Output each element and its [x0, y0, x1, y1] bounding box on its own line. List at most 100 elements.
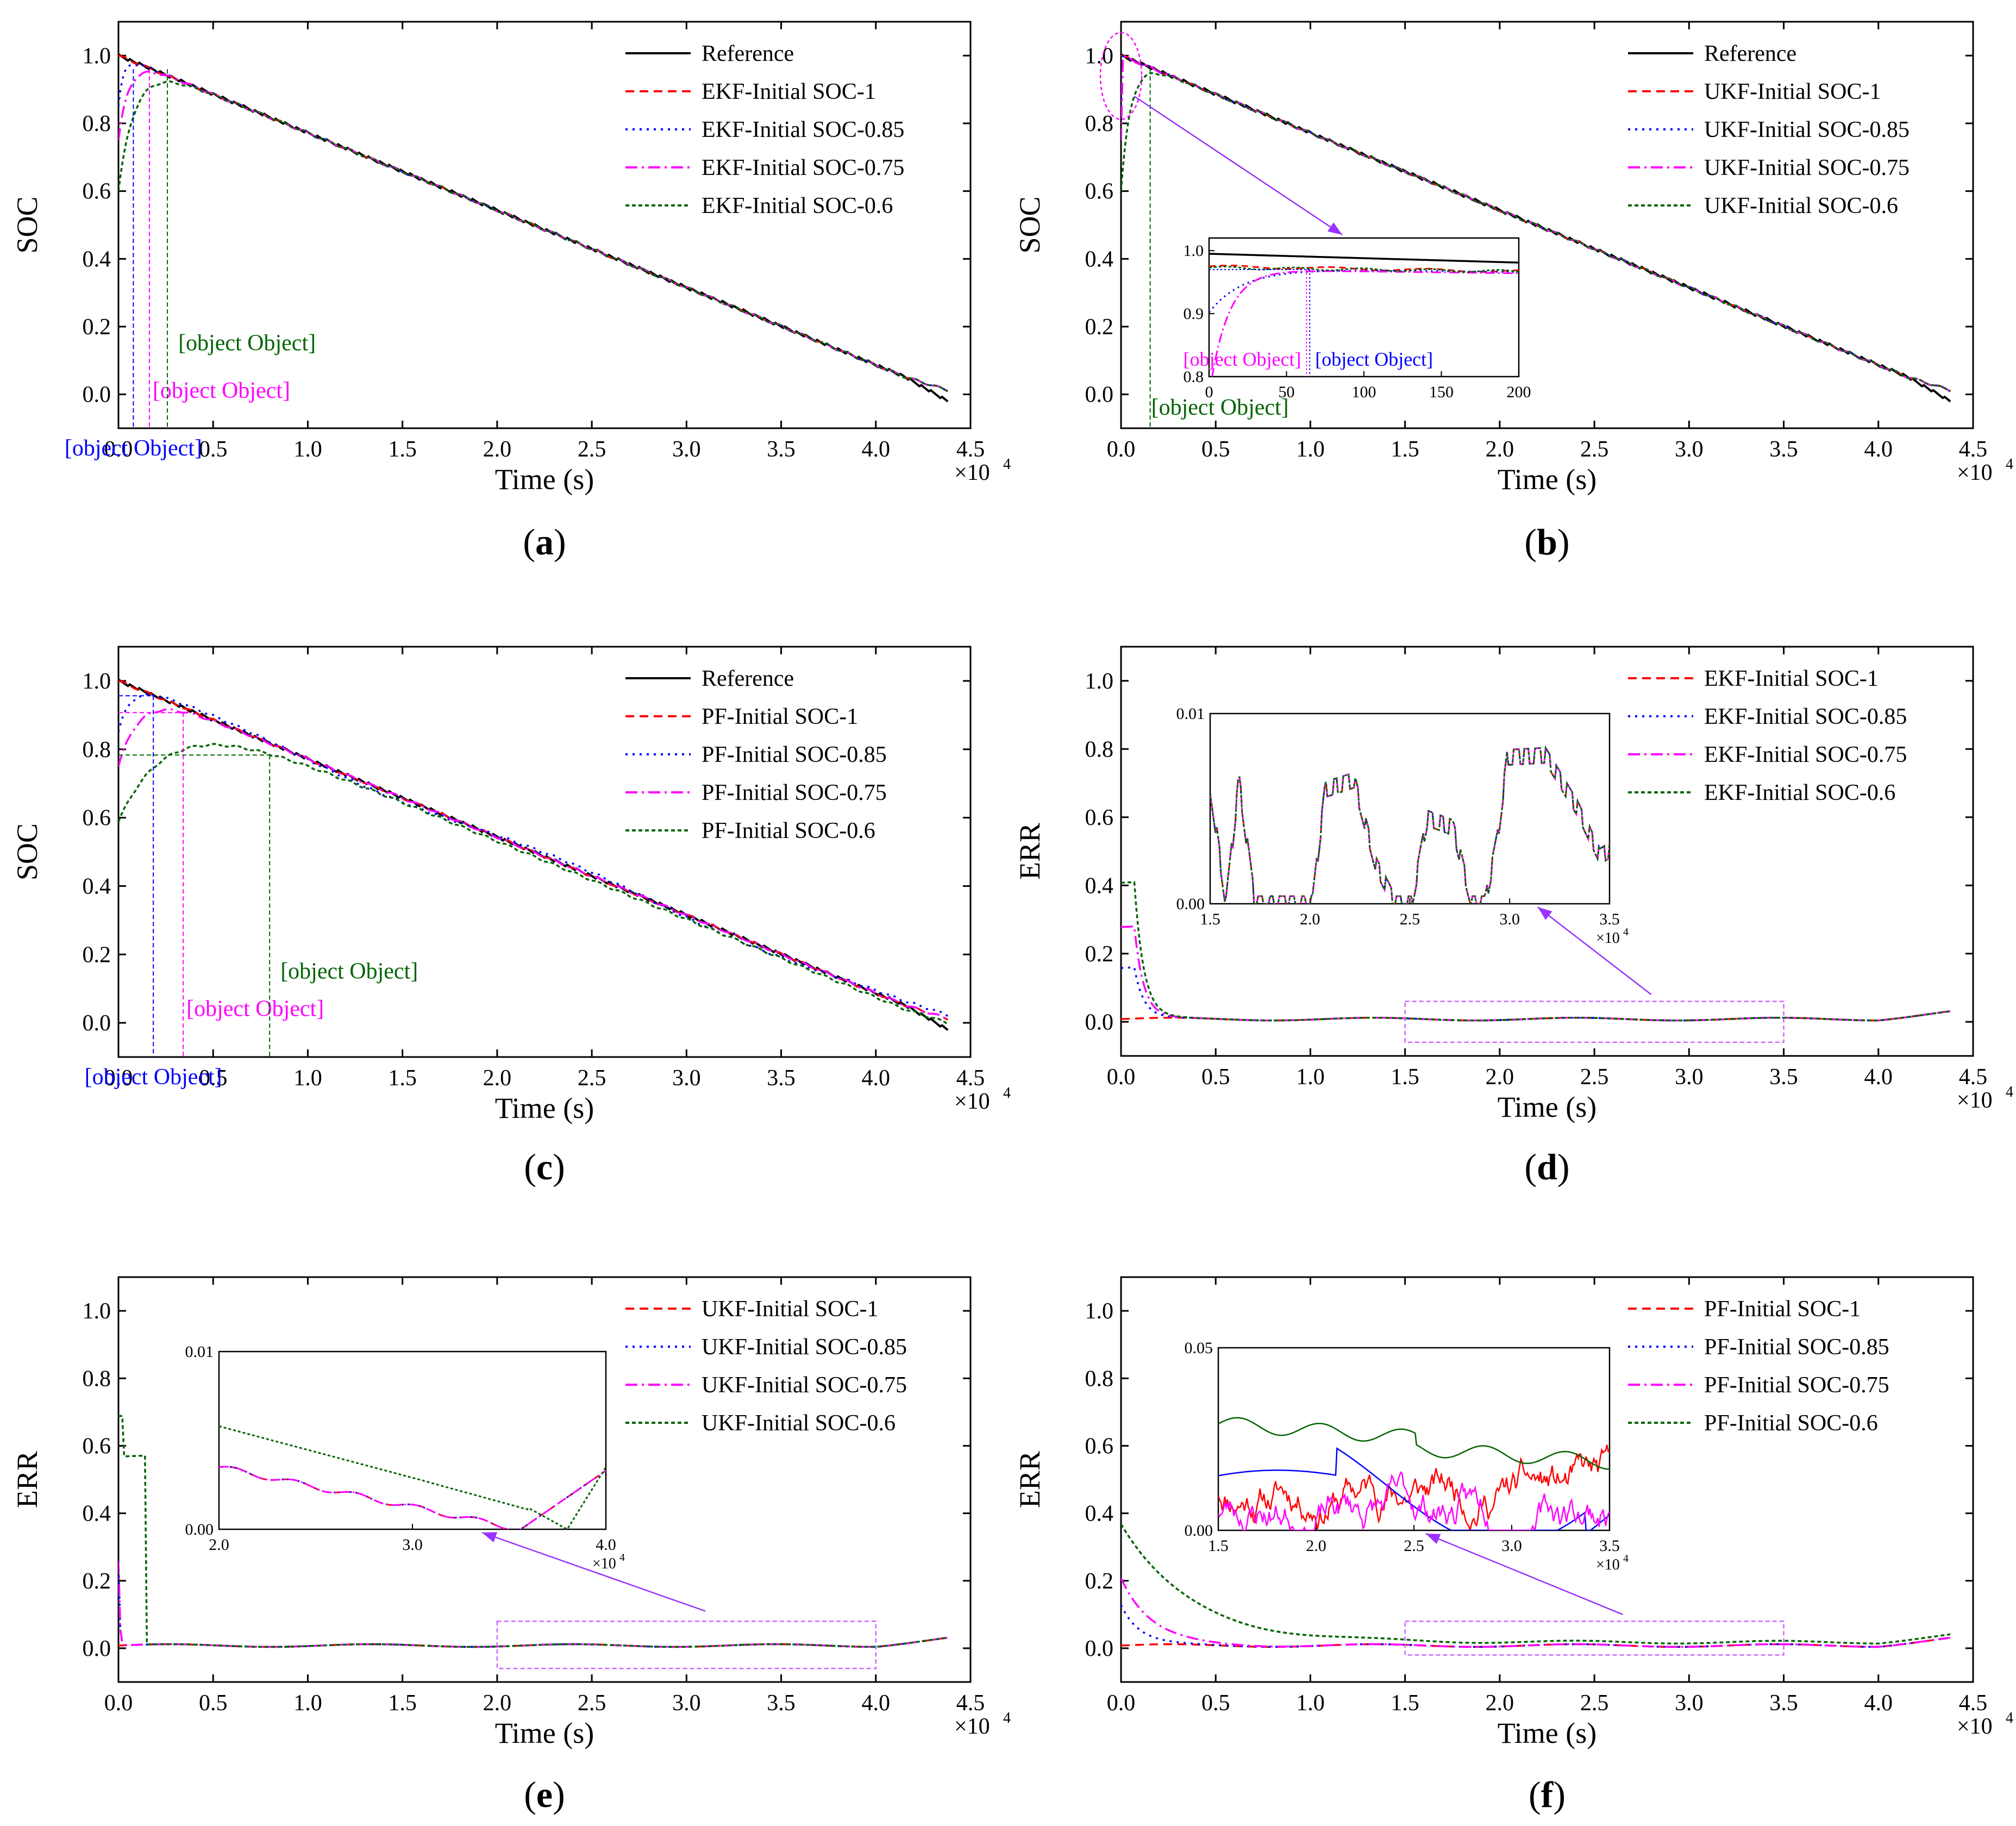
x-axis-multiplier-exponent: 4	[2006, 1710, 2013, 1727]
y-tick-label: 0.2	[83, 942, 111, 967]
series-initial-soc-06-line	[118, 743, 948, 1025]
legend-entry: UKF-Initial SOC-0.6	[702, 1411, 896, 1436]
inset-x-tick-label: 0	[1205, 383, 1213, 401]
zoom-arrow-line	[1537, 906, 1652, 996]
zoom-arrow-head	[1327, 222, 1343, 235]
inset-x-tick-label: 1.5	[1200, 910, 1220, 928]
panel-label-open: (	[523, 521, 535, 562]
x-axis-multiplier-exponent: 4	[2006, 456, 2013, 473]
convergence-label: [object Object]	[178, 331, 316, 356]
zoom-arrow-head	[1537, 907, 1552, 920]
series-initial-soc-085-line	[1121, 1604, 1951, 1648]
y-tick-label: 0.0	[83, 1636, 111, 1661]
y-tick-label: 0.0	[1085, 1010, 1114, 1035]
series-initial-soc-085-line	[118, 693, 949, 1017]
zoom-ellipse	[1099, 32, 1143, 120]
inset-y-tick-label: 0.00	[185, 1521, 214, 1539]
panel-label-letter: e	[536, 1774, 553, 1815]
x-tick-label: 4.5	[956, 437, 985, 462]
x-axis-label: Time (s)	[495, 1092, 594, 1124]
y-tick-label: 0.4	[83, 1502, 111, 1527]
y-axis-label: ERR	[1013, 1451, 1046, 1508]
legend-entry: UKF-Initial SOC-0.85	[702, 1335, 907, 1360]
legend-entry: EKF-Initial SOC-0.6	[1704, 780, 1895, 805]
x-tick-label: 4.0	[1864, 437, 1893, 462]
inset-x-tick-label: 3.5	[1599, 1537, 1620, 1555]
y-axis-label: SOC	[11, 196, 43, 253]
axes-frame	[1120, 21, 1974, 429]
x-axis-label: Time (s)	[495, 1717, 594, 1749]
inset-x-tick-label: 2.5	[1404, 1537, 1424, 1555]
y-tick-label: 1.0	[83, 43, 111, 68]
x-tick-label: 0.5	[199, 437, 228, 462]
x-tick-label: 1.0	[293, 1691, 322, 1716]
x-tick-label: 0.0	[1107, 1691, 1136, 1716]
inset-x-tick-label: 200	[1507, 383, 1531, 401]
x-tick-label: 3.5	[1769, 1691, 1798, 1716]
x-tick-label: 4.5	[1959, 1691, 1988, 1716]
x-tick-label: 4.0	[1864, 1065, 1893, 1090]
convergence-label: [object Object]	[65, 436, 202, 461]
x-axis-multiplier-exponent: 4	[1003, 1085, 1011, 1102]
convergence-label: [object Object]	[280, 959, 418, 984]
x-tick-label: 1.5	[388, 437, 417, 462]
inset-x-multiplier: ×10	[592, 1555, 616, 1572]
inset-plot-area	[1210, 745, 1610, 904]
y-tick-label: 0.2	[1085, 1569, 1114, 1594]
panel-label: (b)	[1524, 521, 1569, 562]
legend-entry: EKF-Initial SOC-1	[702, 79, 876, 104]
legend-entry: EKF-Initial SOC-0.85	[1704, 704, 1907, 729]
inset-x-tick-label: 2.0	[209, 1536, 229, 1554]
legend-entry: EKF-Initial SOC-0.75	[702, 155, 904, 180]
legend-entry: PF-Initial SOC-0.75	[702, 780, 887, 805]
x-tick-label: 2.5	[1580, 1065, 1609, 1090]
x-tick-label: 2.0	[1486, 1065, 1514, 1090]
panel-label-open: (	[524, 1146, 536, 1187]
y-tick-label: 0.0	[1085, 383, 1114, 408]
y-tick-label: 0.6	[83, 179, 111, 204]
y-tick-label: 1.0	[1085, 1299, 1114, 1324]
convergence-label: [object Object]	[186, 997, 324, 1022]
x-tick-label: 2.5	[578, 1691, 606, 1716]
x-tick-label: 2.0	[483, 437, 512, 462]
y-axis-label: ERR	[11, 1451, 43, 1508]
legend-entry: PF-Initial SOC-0.6	[702, 818, 875, 843]
y-tick-label: 0.8	[83, 737, 111, 762]
x-tick-label: 0.0	[104, 437, 133, 462]
inset-plot-area	[1209, 253, 1519, 377]
legend-entry: UKF-Initial SOC-0.75	[702, 1373, 907, 1398]
x-tick-label: 2.0	[1486, 437, 1514, 462]
y-tick-label: 0.8	[83, 1366, 111, 1391]
plot-area	[1121, 881, 1951, 1022]
axes-frame	[117, 646, 972, 1058]
inset-e: 2.0 3.0 4.0 0.00 0.01 ×10 4	[185, 1343, 625, 1572]
zoom-arrow-head	[482, 1532, 498, 1543]
x-axis-label: Time (s)	[1498, 463, 1597, 496]
y-tick-label: 0.6	[1085, 179, 1114, 204]
inset-x-tick-label: 100	[1352, 383, 1376, 401]
x-tick-label: 1.5	[1391, 1065, 1419, 1090]
x-tick-label: 2.0	[483, 1066, 512, 1091]
inset-series-initial-soc-075-line	[1218, 1471, 1610, 1530]
legend-entry: UKF-Initial SOC-1	[1704, 79, 1881, 104]
panel-e: 0.0 0.5 1.0 1.5 2.0 2.5 3.0 3.5 4.0 4.5 0.0 0.2 0.4 0…	[11, 1276, 1011, 1815]
series-initial-soc-06-line	[1121, 881, 1951, 1022]
panel-label-open: (	[524, 1774, 536, 1815]
zoom-box	[1404, 1621, 1785, 1656]
inset-x-tick-label: 1.5	[1208, 1537, 1229, 1555]
x-axis-multiplier-exponent: 4	[1003, 456, 1011, 473]
y-tick-label: 0.6	[1085, 1434, 1114, 1459]
series-initial-soc-06-line	[1121, 72, 1951, 392]
panel-d: 0.0 0.5 1.0 1.5 2.0 2.5 3.0 3.5 4.0 4.5 0.0 0.2 0.4 0…	[1013, 646, 2013, 1187]
x-tick-label: 1.0	[1296, 437, 1325, 462]
convergence-label: [object Object]	[85, 1065, 222, 1090]
legend-entry: PF-Initial SOC-0.6	[1704, 1411, 1878, 1436]
panel-label: (a)	[523, 521, 566, 562]
inset-series-initial-soc-075-line	[219, 1466, 606, 1529]
x-tick-label: 1.0	[293, 437, 322, 462]
legend-entry: UKF-Initial SOC-0.75	[1704, 155, 1909, 180]
inset-f: 1.5 2.0 2.5 3.0 3.5 0.00 0.05 ×10 4	[1185, 1339, 1629, 1573]
series-initial-soc-075-line	[118, 708, 948, 1021]
plot-area	[118, 1415, 948, 1648]
plot-area	[118, 53, 949, 403]
